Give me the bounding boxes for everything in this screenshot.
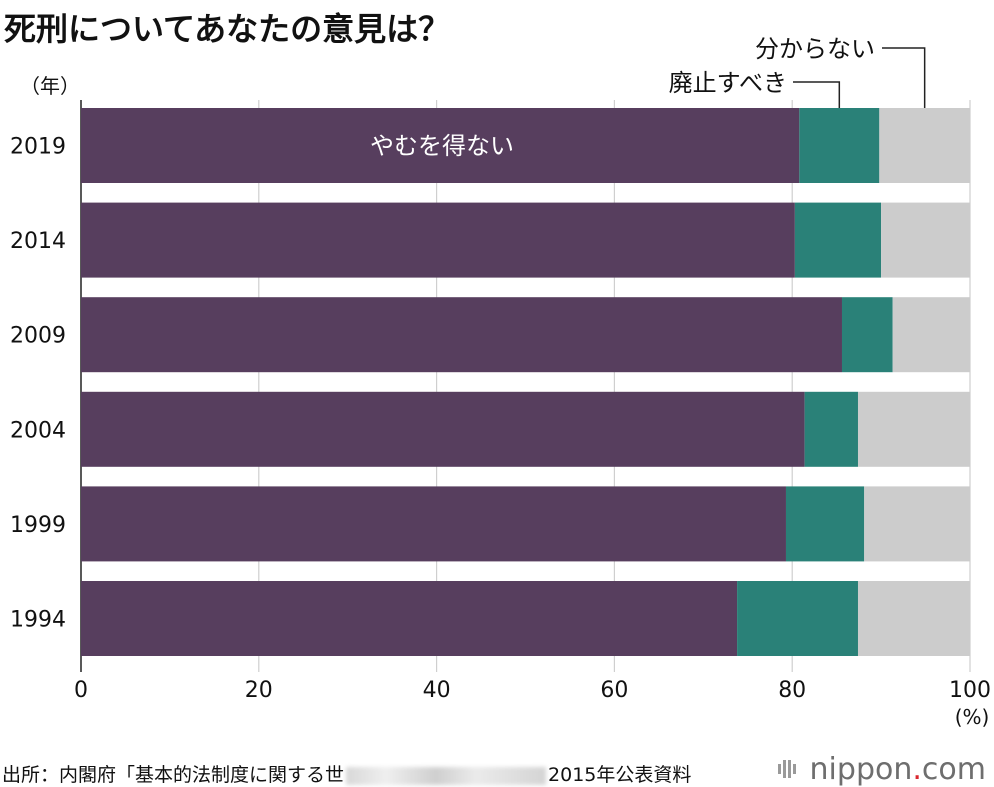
bar-2014-series-1 (794, 202, 882, 278)
y-tick-label-1999: 1999 (10, 513, 66, 538)
bar-1999-series-0 (81, 486, 786, 562)
bar-2009-series-1 (841, 297, 893, 373)
x-tick-label-80: 80 (778, 678, 806, 703)
y-tick-label-2014: 2014 (10, 229, 66, 254)
x-tick-label-60: 60 (600, 678, 628, 703)
nippon-mark-icon (778, 760, 796, 778)
leader-line-dont-know (882, 47, 926, 108)
x-tick-label-20: 20 (245, 678, 273, 703)
logo-suffix: com (921, 752, 986, 787)
bar-2019-series-1 (799, 108, 880, 183)
bar-2009-series-0 (81, 297, 842, 373)
x-tick-label-40: 40 (423, 678, 451, 703)
bar-2004-series-0 (81, 391, 805, 467)
bar-1994-series-1 (737, 581, 858, 656)
bar-2009-series-2 (892, 297, 970, 373)
bar-1999-series-1 (785, 486, 865, 562)
source-text-end: 2015年公表資料 (548, 764, 692, 786)
legend-leader-lines (793, 47, 926, 108)
legend-label-unavoidable: やむを得ない (370, 132, 514, 160)
bars: 2019 2014 2009 2004 1999 1994 (10, 108, 970, 656)
nippon-logo: nippon.com (776, 752, 986, 787)
x-tick-label-100: 100 (949, 678, 991, 703)
blurred-text (346, 766, 547, 785)
y-axis-label: （年） (20, 74, 80, 98)
source-note: 出所：内閣府「基本的法制度に関する世 2015年公表資料 (2, 760, 691, 787)
bar-2004-series-2 (857, 391, 970, 467)
y-tick-label-2019: 2019 (10, 135, 66, 160)
stacked-bar-chart: 0 20 40 60 80 100 2019 2014 2009 2004 1999 1994 （年… (10, 35, 991, 729)
x-axis-unit: (%) (955, 705, 990, 729)
bar-2004-series-1 (804, 391, 858, 467)
logo-name: nippon (809, 752, 913, 787)
labels: （年） (%) 分からない 廃止すべき やむを得ない (20, 35, 989, 729)
y-tick-label-2004: 2004 (10, 418, 66, 443)
gridlines: 0 20 40 60 80 100 (74, 100, 991, 703)
bar-1999-series-2 (864, 486, 970, 562)
bar-2014-series-0 (81, 202, 795, 278)
bar-2019-series-2 (879, 108, 970, 183)
y-tick-label-2009: 2009 (10, 324, 66, 349)
legend-label-dont-know: 分からない (755, 35, 875, 63)
x-tick-label-0: 0 (74, 678, 88, 703)
y-tick-label-1994: 1994 (10, 608, 66, 633)
leader-line-abolish (793, 81, 841, 108)
bar-2014-series-2 (881, 202, 970, 278)
source-text-start: 出所：内閣府「基本的法制度に関する世 (2, 764, 345, 786)
legend-label-abolish: 廃止すべき (669, 69, 787, 97)
logo-dot: . (912, 752, 922, 787)
bar-1994-series-0 (81, 581, 738, 656)
chart-title: 死刑についてあなたの意見は？ (4, 10, 451, 48)
bar-2019-series-0 (81, 108, 800, 183)
bar-1994-series-2 (857, 581, 970, 656)
